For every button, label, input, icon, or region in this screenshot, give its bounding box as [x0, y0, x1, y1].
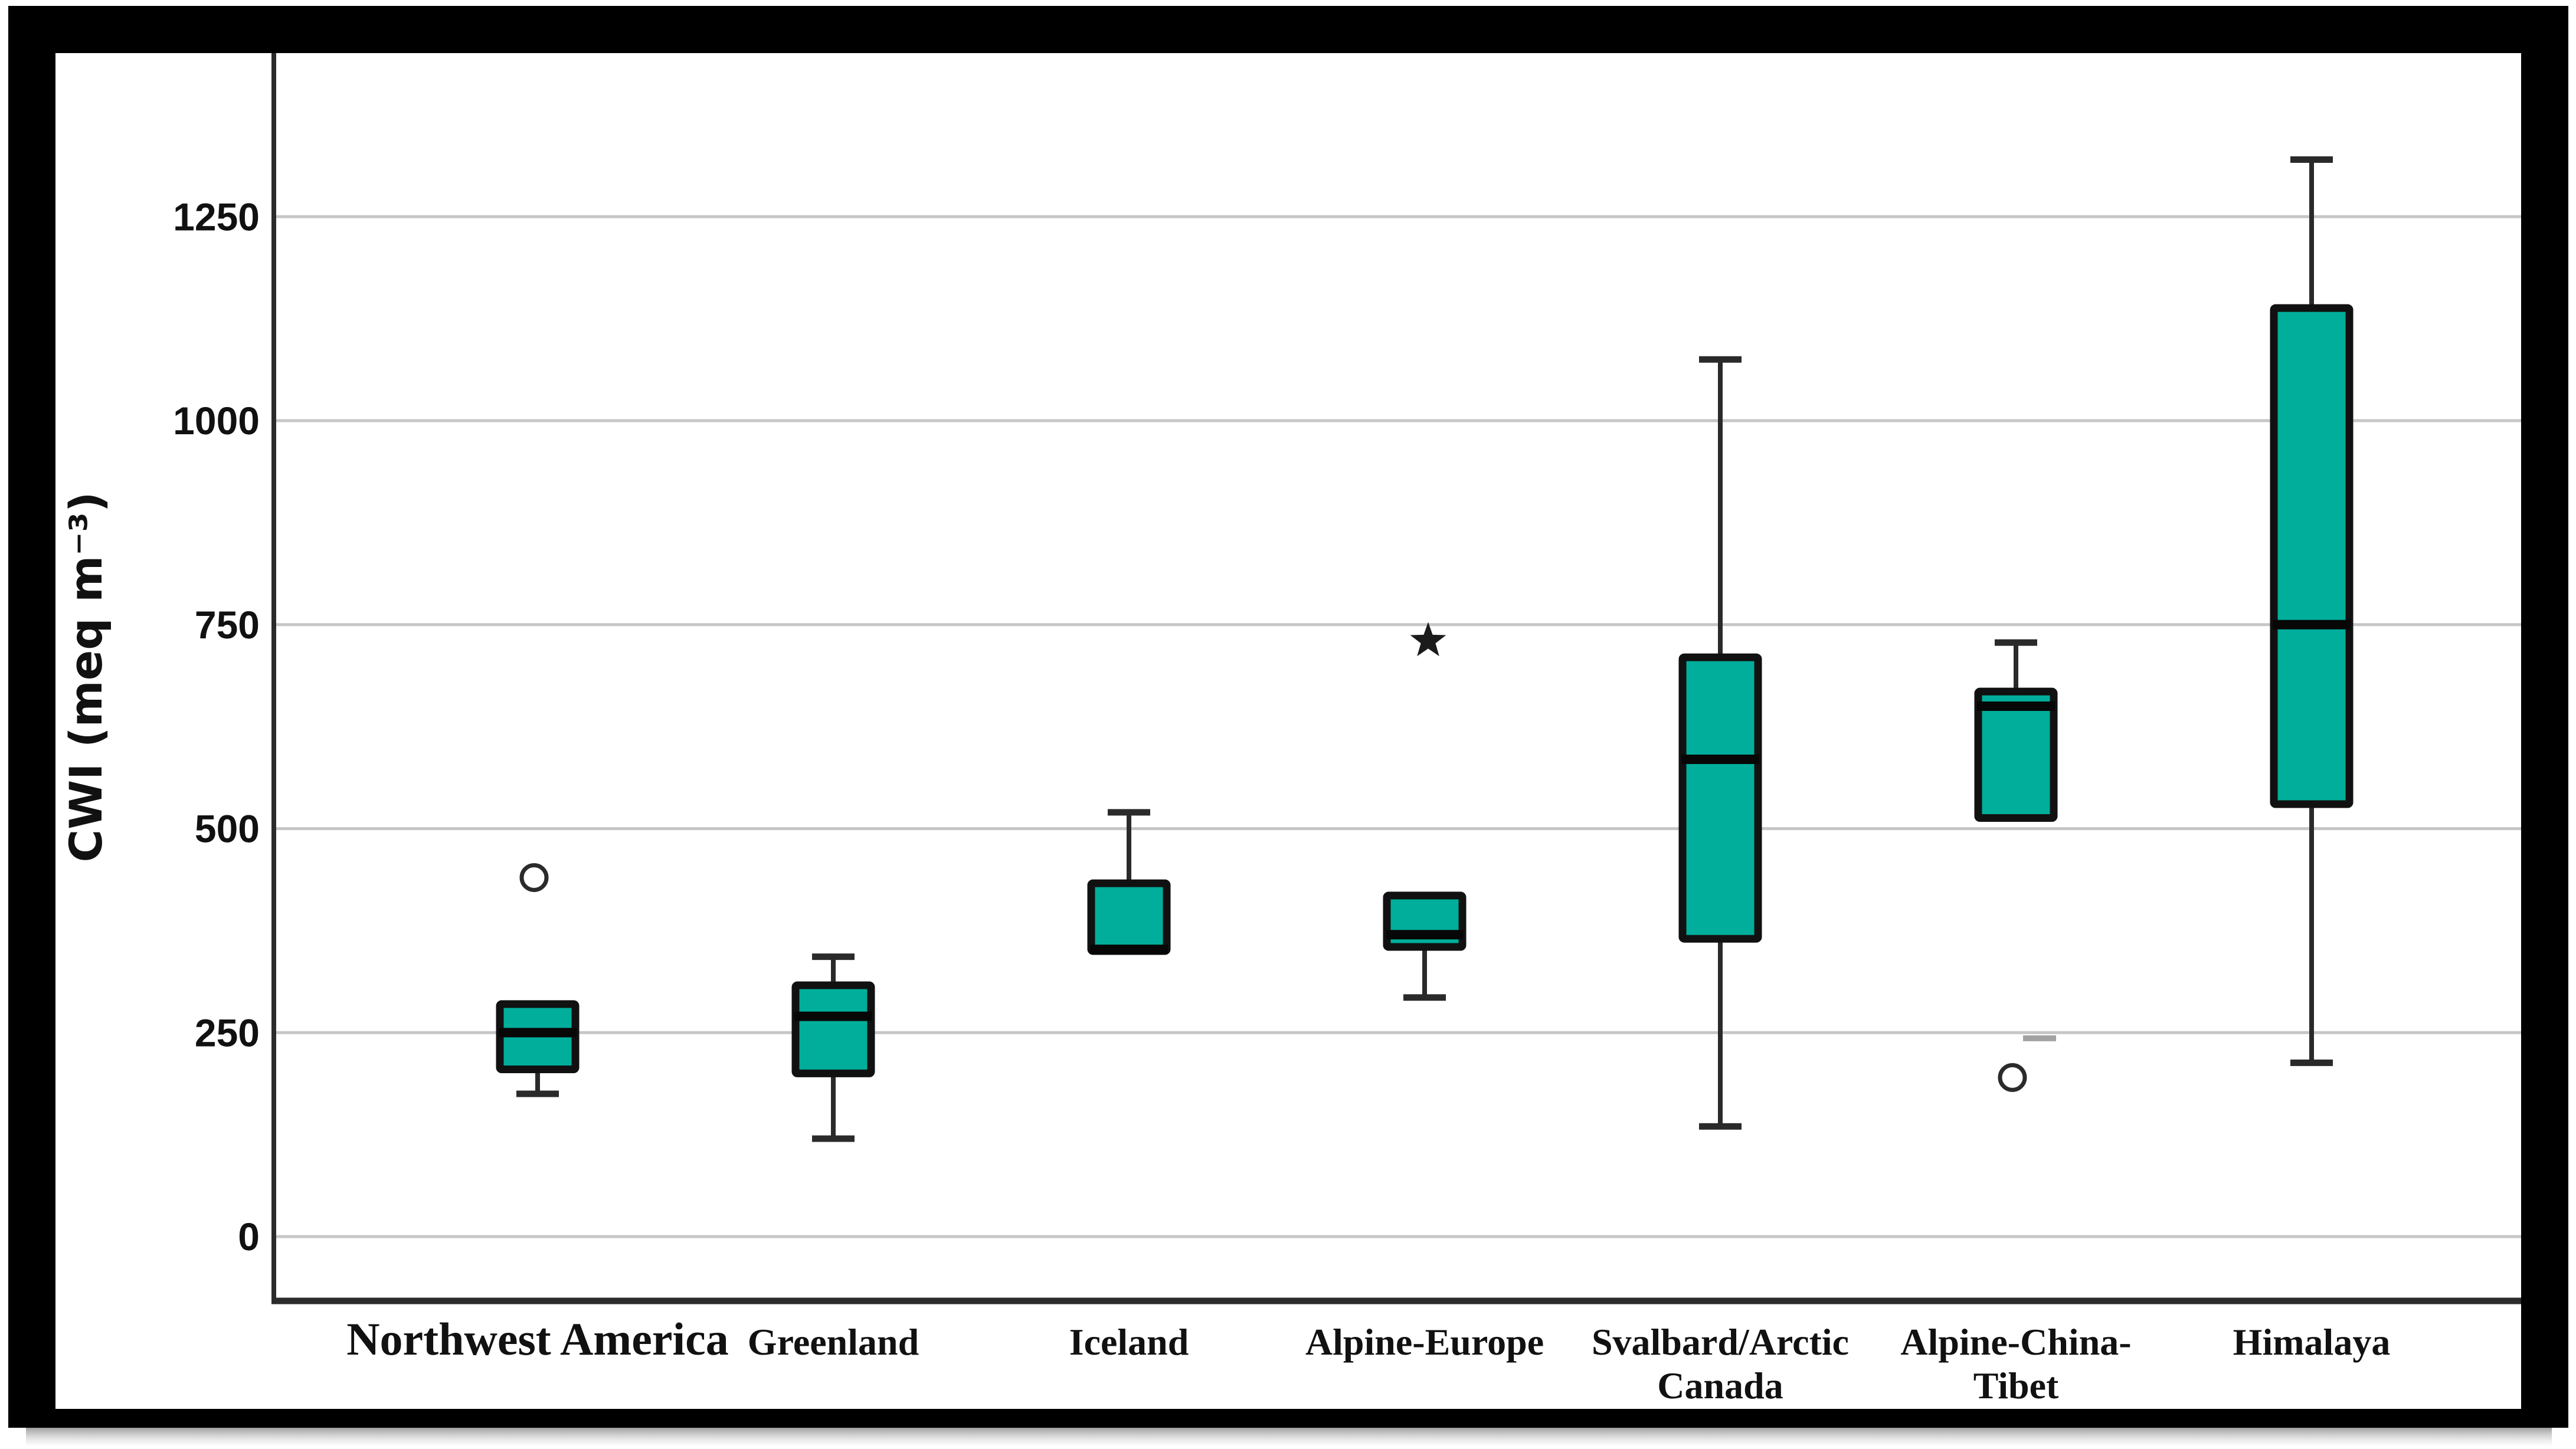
box-rect — [2270, 304, 2354, 808]
y-tick-label-1000: 1000 — [173, 399, 260, 442]
category-label-northwest-america-line1: Northwest America — [346, 1313, 729, 1365]
box-group-northwest-america — [496, 863, 580, 1097]
category-label-iceland-line1: Iceland — [1069, 1321, 1189, 1363]
box-rect — [1974, 687, 2058, 822]
outlier-star — [1410, 622, 1446, 657]
box-group-greenland — [791, 953, 875, 1142]
box-group-iceland — [1087, 809, 1171, 955]
outlier-circle — [519, 863, 549, 892]
box-group-svalbard-arctic-canada — [1678, 356, 1762, 1130]
y-axis-title: CWI (meq m⁻³) — [60, 491, 112, 862]
plot-area — [271, 53, 2521, 1304]
category-label-greenland-line1: Greenland — [748, 1321, 919, 1363]
box-rect — [791, 981, 875, 1077]
category-label-alpine-china-tibet-line1: Alpine-China- — [1900, 1321, 2131, 1363]
y-tick-label-500: 500 — [195, 807, 260, 851]
category-label-alpine-europe-line1: Alpine-Europe — [1305, 1321, 1544, 1363]
category-label-alpine-china-tibet-line2: Tibet — [1973, 1365, 2059, 1407]
bottom-shadow — [26, 1428, 2552, 1447]
category-label-svalbard-arctic-canada-line1: Svalbard/Arctic — [1592, 1321, 1849, 1363]
box-group-alpine-europe — [1383, 622, 1467, 1001]
y-tick-label-0: 0 — [238, 1215, 260, 1258]
y-tick-label-1250: 1250 — [173, 195, 260, 238]
y-tick-label-250: 250 — [195, 1011, 260, 1054]
box-group-himalaya — [2270, 156, 2354, 1066]
category-label-himalaya-line1: Himalaya — [2233, 1321, 2391, 1363]
box-rect — [1678, 653, 1762, 943]
outlier-circle — [1998, 1063, 2027, 1092]
box-group-alpine-china-tibet — [1974, 639, 2058, 1092]
category-label-svalbard-arctic-canada-line2: Canada — [1657, 1365, 1783, 1407]
y-tick-label-750: 750 — [195, 603, 260, 647]
box-rect — [1087, 879, 1171, 955]
